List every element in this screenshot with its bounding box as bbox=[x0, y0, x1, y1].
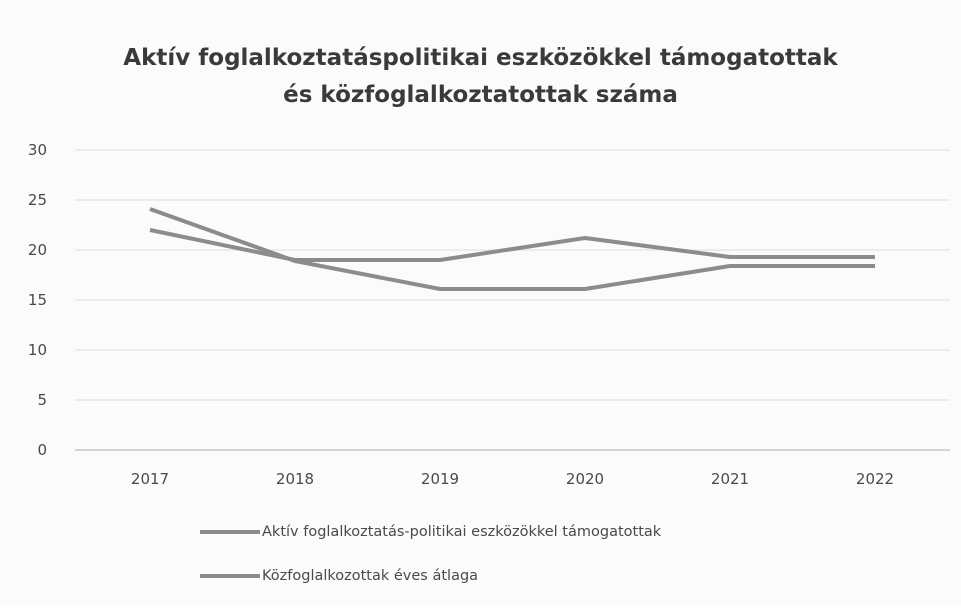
series-1-point-2020 bbox=[583, 236, 587, 240]
y-tick-label-10: 10 bbox=[28, 341, 47, 359]
legend-swatch-series-1 bbox=[200, 530, 260, 534]
chart-title-line-2: és közfoglalkoztatottak száma bbox=[283, 82, 678, 108]
x-tick-label-2021: 2021 bbox=[711, 470, 749, 488]
y-tick-label-15: 15 bbox=[28, 291, 47, 309]
x-tick-label-2022: 2022 bbox=[856, 470, 894, 488]
chart-title: Aktív foglalkoztatáspolitikai eszközökke… bbox=[0, 40, 961, 114]
legend-label-series-2: Közfoglalkozottak éves átlaga bbox=[262, 568, 479, 584]
y-tick-label-25: 25 bbox=[28, 191, 47, 209]
x-tick-label-2018: 2018 bbox=[276, 470, 314, 488]
x-tick-label-2020: 2020 bbox=[566, 470, 604, 488]
series-1-point-2021 bbox=[728, 255, 732, 259]
y-tick-label-0: 0 bbox=[37, 441, 47, 459]
legend-label-series-1: Aktív foglalkoztatás-politikai eszközökk… bbox=[262, 524, 662, 540]
series-2-point-2021 bbox=[728, 264, 732, 268]
legend-item-series-1: Aktív foglalkoztatás-politikai eszközökk… bbox=[200, 520, 661, 544]
series-1-point-2022 bbox=[873, 255, 877, 259]
series-line-2 bbox=[149, 207, 875, 291]
series-2-point-2017 bbox=[148, 207, 152, 211]
x-tick-label-2017: 2017 bbox=[131, 470, 169, 488]
series-2-point-2020 bbox=[583, 287, 587, 291]
y-tick-label-30: 30 bbox=[28, 141, 47, 159]
series-1-point-2017 bbox=[148, 228, 152, 232]
series-line-1 bbox=[149, 228, 875, 262]
series-2-point-2019 bbox=[438, 287, 442, 291]
legend-item-series-2: Közfoglalkozottak éves átlaga bbox=[200, 564, 661, 588]
legend-swatch-series-2 bbox=[200, 574, 260, 578]
series-2-point-2022 bbox=[873, 264, 877, 268]
y-tick-label-20: 20 bbox=[28, 241, 47, 259]
series-1-point-2019 bbox=[438, 258, 442, 262]
x-tick-label-2019: 2019 bbox=[421, 470, 459, 488]
series-2-point-2018 bbox=[293, 259, 297, 263]
chart-title-line-1: Aktív foglalkoztatáspolitikai eszközökke… bbox=[123, 45, 838, 71]
chart-legend: Aktív foglalkoztatás-politikai eszközökk… bbox=[200, 520, 661, 608]
y-tick-label-5: 5 bbox=[37, 391, 47, 409]
